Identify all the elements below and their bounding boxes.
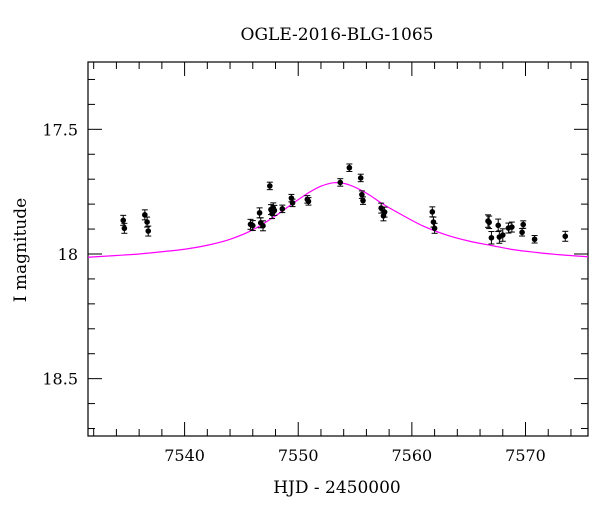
data-marker <box>249 222 256 229</box>
model-curve <box>87 182 589 258</box>
data-marker <box>360 197 366 204</box>
data-point <box>360 196 366 205</box>
x-tick-label: 7560 <box>392 446 433 465</box>
data-marker <box>499 232 506 238</box>
data-point <box>486 215 493 230</box>
data-marker <box>488 234 495 241</box>
data-point <box>289 198 296 208</box>
data-point <box>429 206 436 218</box>
data-marker <box>121 225 128 232</box>
data-point <box>145 225 152 237</box>
data-point <box>495 218 502 233</box>
data-point <box>249 220 256 232</box>
data-marker <box>519 229 525 236</box>
data-point <box>279 204 286 214</box>
data-marker <box>429 209 436 215</box>
data-marker <box>260 223 266 229</box>
data-marker <box>145 228 152 234</box>
data-point <box>266 181 273 191</box>
plot-frame <box>87 61 589 437</box>
data-marker <box>288 195 295 201</box>
data-marker <box>305 198 312 205</box>
y-axis-label: I magnitude <box>11 198 31 302</box>
data-point <box>260 220 266 232</box>
data-point <box>256 207 263 219</box>
data-point <box>357 173 364 183</box>
data-marker <box>531 236 538 243</box>
data-point <box>120 214 127 226</box>
data-point <box>496 230 503 244</box>
data-point <box>519 228 526 237</box>
data-point <box>430 216 437 228</box>
data-marker <box>357 175 364 181</box>
data-point <box>508 221 515 233</box>
x-tick-label: 7550 <box>278 446 319 465</box>
data-marker <box>120 217 127 224</box>
data-marker <box>509 224 515 230</box>
data-marker <box>381 209 388 215</box>
chart-title: OGLE-2016-BLG-1065 <box>241 25 434 45</box>
x-axis-label: HJD - 2450000 <box>273 478 401 498</box>
data-marker <box>271 207 278 214</box>
data-point <box>531 235 538 244</box>
data-marker <box>520 221 527 228</box>
data-marker <box>562 233 569 240</box>
data-marker <box>431 225 438 232</box>
data-marker <box>359 191 365 198</box>
y-tick-label: 18.5 <box>42 370 78 389</box>
x-tick-label: 7540 <box>164 446 205 465</box>
data-marker <box>486 219 492 226</box>
data-marker <box>495 222 502 229</box>
data-point <box>488 231 495 245</box>
data-point <box>121 222 128 234</box>
data-point <box>144 216 151 228</box>
data-marker <box>346 164 353 171</box>
data-point <box>520 220 527 229</box>
y-tick-label: 18 <box>58 245 78 264</box>
data-point <box>305 197 312 206</box>
data-point <box>562 230 569 242</box>
data-marker <box>142 212 148 218</box>
data-marker <box>337 179 344 186</box>
data-marker <box>256 210 263 216</box>
data-marker <box>289 200 296 206</box>
data-marker <box>144 219 150 225</box>
data-point <box>499 228 506 242</box>
data-point <box>431 222 438 234</box>
data-marker <box>267 183 273 189</box>
data-point <box>381 206 388 218</box>
data-marker <box>430 219 437 225</box>
data-marker <box>279 206 286 212</box>
data-point <box>337 178 344 187</box>
y-tick-label: 17.5 <box>42 120 78 139</box>
data-point <box>271 204 278 216</box>
data-point <box>346 163 353 172</box>
x-tick-label: 7570 <box>505 446 546 465</box>
